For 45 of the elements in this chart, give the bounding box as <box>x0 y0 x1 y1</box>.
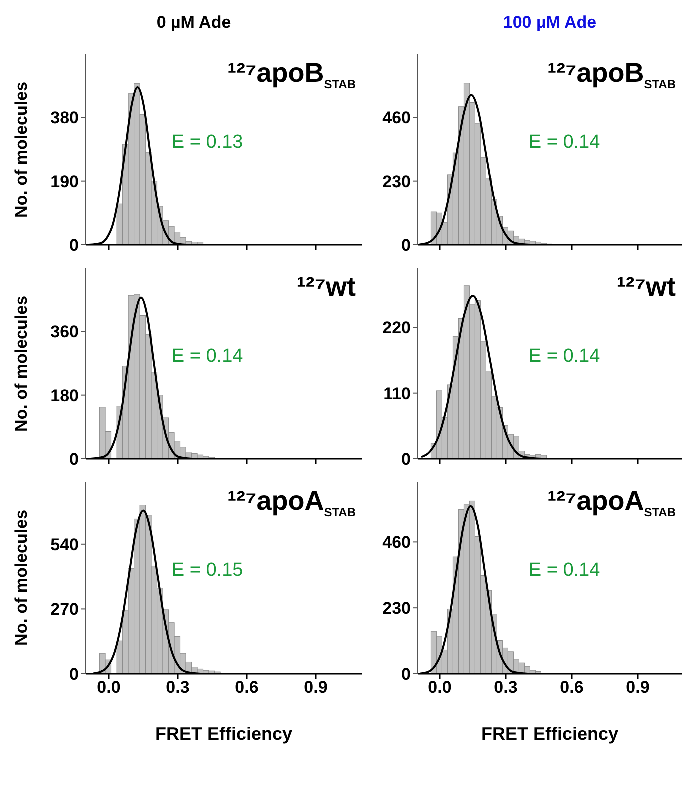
y-tick-label: 230 <box>382 172 411 192</box>
annotation: E = 0.13 <box>172 132 244 154</box>
annotation: E = 0.14 <box>528 346 600 368</box>
x-tick-label: 0.6 <box>560 678 584 698</box>
y-tick-label: 460 <box>382 533 411 552</box>
annotation: ¹²⁷apoA$_{STAB}$ <box>548 486 676 520</box>
y-tick-label: 0 <box>402 450 411 470</box>
annotation: E = 0.15 <box>172 560 244 582</box>
x-tick-label: 0.9 <box>304 678 328 698</box>
y-axis-title: No. of molecules <box>12 294 32 434</box>
annotation: ¹²⁷wt <box>296 272 356 303</box>
y-axis-title: No. of molecules <box>12 508 32 648</box>
x-tick-label: 0.0 <box>428 678 452 698</box>
y-tick-label: 220 <box>382 318 411 338</box>
y-tick-label: 0 <box>70 665 79 684</box>
y-axis-title: No. of molecules <box>12 80 32 220</box>
x-tick-label: 0.9 <box>626 678 650 698</box>
annotation: ¹²⁷wt <box>616 272 676 303</box>
y-tick-label: 380 <box>50 108 79 128</box>
y-tick-label: 0 <box>70 236 79 256</box>
x-tick-label: 0.0 <box>97 678 121 698</box>
y-tick-label: 190 <box>50 172 79 192</box>
y-tick-label: 0 <box>402 665 411 684</box>
y-tick-label: 230 <box>382 599 411 618</box>
x-axis-title: FRET Efficiency <box>155 724 293 744</box>
annotation: ¹²⁷apoA$_{STAB}$ <box>228 486 356 520</box>
x-tick-label: 0.6 <box>235 678 259 698</box>
annotation: E = 0.14 <box>172 346 244 368</box>
x-tick-label: 0.3 <box>494 678 518 698</box>
annotation: ¹²⁷apoB$_{STAB}$ <box>228 58 356 92</box>
y-tick-label: 360 <box>50 322 79 342</box>
annotation: ¹²⁷apoB$_{STAB}$ <box>548 58 676 92</box>
x-axis-title: FRET Efficiency <box>481 724 619 744</box>
y-tick-label: 180 <box>50 386 79 406</box>
x-tick-label: 0.3 <box>166 678 190 698</box>
annotation: E = 0.14 <box>528 132 600 154</box>
y-tick-label: 270 <box>50 600 79 620</box>
y-tick-label: 540 <box>50 535 79 554</box>
y-tick-label: 0 <box>402 236 411 256</box>
y-tick-label: 0 <box>70 450 79 470</box>
annotation: E = 0.14 <box>528 560 600 582</box>
chart-title: 100 µM Ade <box>502 12 598 34</box>
chart-title: 0 µM Ade <box>156 12 232 34</box>
y-tick-label: 110 <box>384 384 411 404</box>
y-tick-label: 460 <box>382 108 411 128</box>
